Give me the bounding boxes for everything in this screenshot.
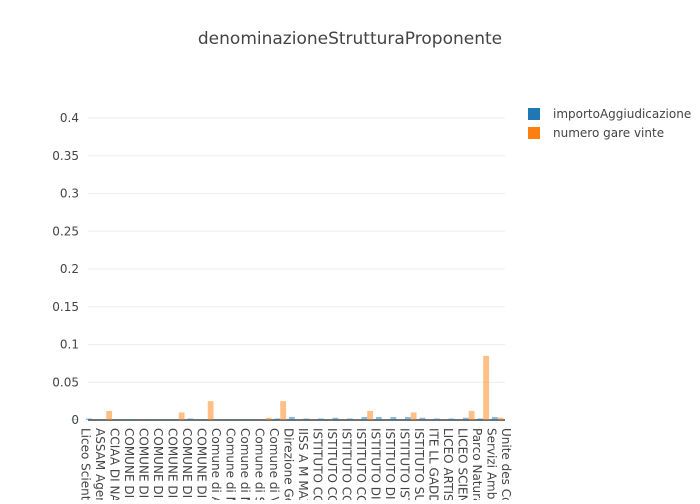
y-tick-label: 0.35	[52, 149, 79, 163]
chart-title: denominazioneStrutturaProponente	[198, 29, 502, 49]
legend-swatch	[528, 127, 540, 139]
bar	[259, 419, 266, 420]
x-tick-label: COMUNE DI	[194, 428, 208, 498]
bar	[433, 418, 440, 420]
bar	[448, 418, 455, 420]
bar	[361, 416, 368, 420]
y-tick-label: 0.1	[60, 338, 79, 352]
bar	[114, 419, 121, 420]
x-tick-label: ASSAM Agen	[93, 428, 107, 500]
legend-swatch	[528, 108, 540, 120]
x-tick-label: Comune di V	[267, 428, 281, 500]
y-tick-label: 0.05	[52, 375, 79, 389]
bar	[71, 419, 78, 420]
x-tick-label: Comune di A	[209, 428, 223, 500]
x-tick-label: Unite des Co	[499, 428, 513, 500]
bar	[172, 419, 179, 420]
legend-label: importoAggiudicazione	[553, 107, 691, 121]
bar	[274, 418, 281, 420]
bar	[187, 418, 194, 420]
bar	[230, 419, 237, 420]
bar	[106, 410, 113, 420]
bar	[332, 417, 339, 420]
y-tick-label: 0.15	[52, 300, 79, 314]
bar	[375, 416, 382, 420]
bar	[245, 419, 252, 420]
bar	[367, 410, 374, 420]
x-tick-label: COMUNE DI	[122, 428, 136, 498]
bar	[201, 419, 208, 420]
bar	[100, 419, 107, 420]
bar	[497, 417, 504, 420]
x-tick-label: COMUNE DI	[165, 428, 179, 498]
bar	[265, 417, 272, 420]
x-tick-label: ISTITUTO CO	[339, 428, 353, 500]
x-tick-label: ISTITUTO DI	[368, 428, 382, 500]
bar	[390, 416, 397, 420]
bar	[85, 418, 92, 420]
bar	[404, 416, 411, 420]
x-tick-label: LICEO SCIENT	[455, 428, 469, 500]
x-tick-label: Direzione Ge	[281, 428, 295, 500]
y-tick-label: 0.25	[52, 224, 79, 238]
bar	[468, 410, 475, 420]
x-tick-label: Comune di S	[252, 428, 266, 500]
x-tick-label: Comune di M	[238, 428, 252, 500]
bar	[207, 401, 214, 420]
x-tick-label: COMUNE DI	[136, 428, 150, 498]
bar	[419, 417, 426, 420]
bar	[158, 419, 165, 420]
y-tick-label: 0.2	[60, 262, 79, 276]
bar	[178, 412, 185, 420]
bar	[346, 418, 353, 420]
x-tick-label: ISTITUTO SUP	[412, 428, 426, 500]
bar	[288, 416, 295, 420]
x-tick-label: ISTITUTO CO	[310, 428, 324, 500]
bar	[280, 401, 287, 420]
x-tick-label: CCIAA DI NAP	[107, 428, 121, 500]
bar	[477, 418, 484, 420]
bar	[143, 419, 150, 420]
x-tick-label: IISS A M MAZ	[296, 428, 310, 500]
bar	[410, 412, 417, 420]
x-tick-label: ISTITUTO DIS	[383, 428, 397, 500]
bar	[303, 418, 310, 420]
bar	[462, 417, 469, 420]
x-tick-label: Parco Natura	[470, 428, 484, 500]
bar	[129, 419, 136, 420]
y-tick-label: 0.4	[60, 111, 79, 125]
x-tick-label: ISTITUTO CO	[354, 428, 368, 500]
x-tick-label: Comune di M	[223, 428, 237, 500]
x-tick-label: COMUNE DI	[180, 428, 194, 498]
bar	[483, 355, 490, 420]
x-tick-label: ITE LL GADD	[426, 428, 440, 500]
bar	[317, 418, 324, 420]
bar	[491, 416, 498, 420]
x-tick-label: COMUNE DI	[151, 428, 165, 498]
x-tick-label: LICEO ARTIST	[441, 428, 455, 500]
x-tick-label: ISTITUTO CO	[325, 428, 339, 500]
bar	[216, 419, 223, 420]
y-tick-label: 0.3	[60, 187, 79, 201]
x-tick-label: ISTITUTO IST	[397, 428, 411, 500]
x-tick-label: Liceo Scient	[78, 428, 92, 500]
legend-label: numero gare vinte	[553, 126, 664, 140]
x-tick-label: Servizi Ambie	[484, 428, 498, 500]
